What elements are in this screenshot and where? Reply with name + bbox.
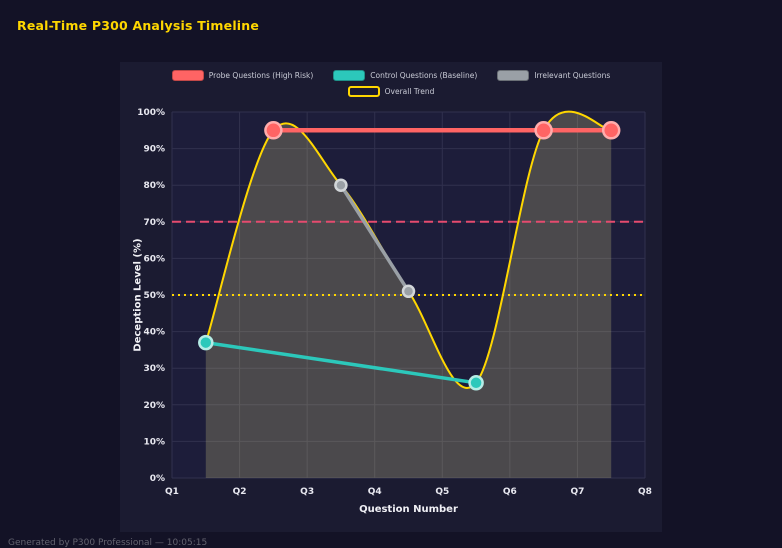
svg-text:Q2: Q2 <box>233 487 247 497</box>
svg-text:Q3: Q3 <box>300 487 314 497</box>
svg-text:90%: 90% <box>143 145 165 155</box>
legend-item: Irrelevant Questions <box>497 70 610 81</box>
svg-text:60%: 60% <box>143 254 165 264</box>
svg-text:Q5: Q5 <box>435 487 449 497</box>
svg-text:Q8: Q8 <box>638 487 652 497</box>
timeline-chart: Q1 Q2 Q3 Q4 Q5 Q6 Q7 Q8 0% 10% 20% 30% 40% 50% 60% 70% 8… <box>137 108 652 497</box>
svg-text:70%: 70% <box>143 218 165 228</box>
x-axis-label: Question Number <box>359 504 458 515</box>
svg-text:20%: 20% <box>143 401 165 411</box>
chart-figure: Q1 Q2 Q3 Q4 Q5 Q6 Q7 Q8 0% 10% 20% 30% 40% 50% 60% 70% 8… <box>120 62 662 532</box>
svg-text:30%: 30% <box>143 364 165 374</box>
legend-label: Control Questions (Baseline) <box>370 71 478 80</box>
legend-row: Overall Trend <box>347 86 435 97</box>
svg-text:Q4: Q4 <box>368 487 382 497</box>
svg-text:10%: 10% <box>143 437 165 447</box>
svg-text:0%: 0% <box>150 474 165 484</box>
legend-label: Overall Trend <box>384 87 435 96</box>
legend-swatch-icon <box>347 86 380 97</box>
legend-label: Probe Questions (High Risk) <box>208 71 314 80</box>
page-title: Real-Time P300 Analysis Timeline <box>17 18 260 33</box>
legend-row: Probe Questions (High Risk) Control Quest… <box>171 70 610 81</box>
svg-text:100%: 100% <box>137 108 165 118</box>
y-axis-label: Deception Level (%) <box>132 238 144 352</box>
chart-legend: Probe Questions (High Risk) Control Quest… <box>120 70 662 97</box>
footer-note: Generated by P300 Professional — 10:05:1… <box>8 538 208 548</box>
legend-swatch-icon <box>497 70 530 81</box>
legend-item: Probe Questions (High Risk) <box>171 70 314 81</box>
legend-swatch-icon <box>333 70 366 81</box>
svg-text:Q1: Q1 <box>165 487 179 497</box>
legend-item: Overall Trend <box>347 86 435 97</box>
svg-text:80%: 80% <box>143 181 165 191</box>
svg-text:Q7: Q7 <box>570 487 584 497</box>
svg-text:Q6: Q6 <box>503 487 517 497</box>
svg-text:40%: 40% <box>143 328 165 338</box>
legend-item: Control Questions (Baseline) <box>333 70 477 81</box>
legend-label: Irrelevant Questions <box>534 71 611 80</box>
svg-text:50%: 50% <box>143 291 165 301</box>
legend-swatch-icon <box>171 70 204 81</box>
